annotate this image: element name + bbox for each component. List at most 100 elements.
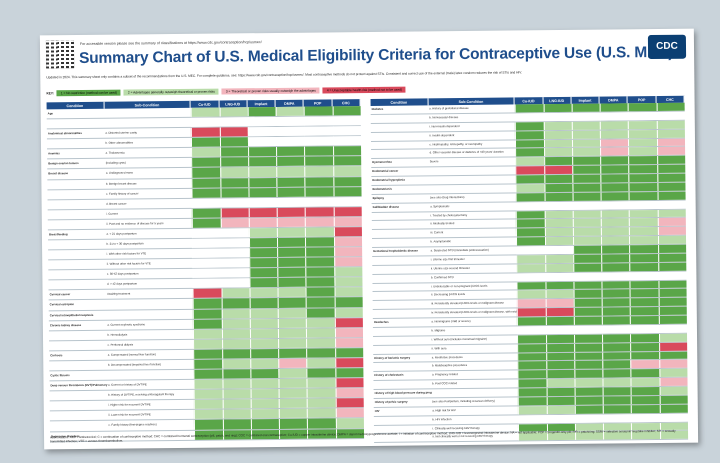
category-cell: [279, 419, 308, 429]
condition-cell: [48, 220, 106, 230]
category-cell: [332, 146, 362, 156]
category-cell: [249, 298, 278, 308]
category-cell: [545, 281, 574, 290]
category-cell: [599, 129, 629, 139]
category-cell: [219, 147, 248, 157]
category-cell: [277, 257, 306, 268]
category-cell: [304, 197, 334, 207]
category-cell: [600, 192, 630, 201]
subcondition-cell: [429, 167, 516, 176]
subcondition-cell: ii. Without other risk factors for VTE: [106, 261, 151, 266]
category-cell: [191, 188, 221, 198]
condition-cell: Diabetes: [371, 106, 384, 111]
condition-cell: [374, 416, 432, 424]
category-cell: [306, 297, 335, 308]
category-cell: [306, 358, 336, 368]
category-cell: [658, 342, 688, 351]
category-cell: [629, 280, 659, 289]
category-cell: [574, 414, 604, 423]
subcondition-cell: [104, 108, 191, 118]
category-cell: [305, 217, 334, 227]
category-cell: [543, 148, 572, 157]
category-cell: [543, 103, 572, 113]
category-cell: [517, 352, 546, 361]
category-cell: [278, 348, 307, 358]
category-cell: [305, 237, 334, 247]
category-cell: [656, 155, 686, 165]
category-cell: [275, 126, 305, 137]
category-cell: [659, 404, 688, 413]
condition-cell: [373, 336, 431, 344]
subcondition-cell: a. Undiagnosed mass: [105, 170, 133, 176]
category-cell: [194, 409, 223, 420]
category-cell: [221, 328, 250, 339]
category-cell: [657, 244, 687, 253]
key-item-1: 1 = No restriction (method can be used): [56, 89, 121, 97]
category-cell: [515, 157, 544, 166]
condition-cell: HIV: [374, 408, 380, 413]
category-cell: [574, 387, 603, 396]
category-cell: [543, 165, 573, 175]
category-cell: [659, 368, 688, 378]
category-cell: [630, 324, 659, 334]
category-cell: [628, 182, 658, 192]
category-cell: [248, 187, 277, 197]
category-cell: [601, 263, 630, 272]
condition-cell: [373, 309, 431, 317]
key-item-2: 2 = Advantages generally outweigh theore…: [123, 88, 219, 96]
category-cell: [659, 386, 688, 395]
subcondition-cell: Awaiting treatment: [107, 291, 131, 297]
category-cell: [515, 192, 545, 202]
category-cell: [191, 198, 221, 208]
category-cell: [656, 120, 685, 129]
category-cell: [277, 267, 306, 278]
category-cell: [544, 245, 574, 255]
category-cell: [304, 116, 333, 126]
category-cell: [657, 262, 687, 271]
subcondition-cell: b. Past COC related: [432, 381, 458, 386]
category-cell: [191, 127, 220, 138]
condition-cell: Headaches: [373, 319, 389, 324]
category-cell: [276, 146, 305, 157]
category-cell: [194, 419, 223, 430]
subcondition-cell: iv. Persistently elevated β-hCG levels o…: [431, 309, 518, 315]
category-cell: [602, 360, 631, 369]
category-cell: [657, 200, 686, 209]
condition-cell: Endometriosis: [372, 186, 392, 191]
category-cell: [277, 308, 307, 318]
category-cell: [544, 272, 574, 281]
category-cell: [544, 192, 573, 201]
category-cell: [546, 396, 575, 405]
cdc-logo: CDC: [647, 34, 687, 60]
category-cell: [602, 325, 631, 334]
subcondition-cell: iii. Current: [430, 230, 444, 235]
category-cell: [602, 378, 631, 387]
category-cell: [193, 329, 222, 339]
category-cell: [572, 165, 601, 174]
category-cell: [658, 289, 687, 298]
category-cell: [602, 369, 631, 378]
category-cell: [220, 248, 250, 258]
condition-cell: [49, 361, 107, 371]
subcondition-cell: i. Treated by cholecystectomy: [430, 212, 468, 217]
category-cell: [545, 370, 575, 379]
category-cell: [546, 378, 575, 388]
category-cell: [305, 257, 334, 267]
key-item-4: 4 = Unacceptable health risk (method not…: [322, 86, 406, 94]
category-cell: [573, 281, 602, 290]
category-cell: [250, 419, 280, 429]
category-cell: [248, 237, 278, 248]
category-cell: [221, 298, 250, 309]
subcondition-cell: c. 30-42 days postpartum: [106, 271, 139, 276]
subcondition-cell: c. Family history (first-degree relative…: [108, 422, 157, 428]
category-cell: [247, 147, 277, 157]
qr-code-icon[interactable]: [45, 40, 75, 69]
accessible-note: For accessible version please see the su…: [79, 40, 262, 47]
category-cell: [572, 218, 602, 228]
condition-cell: [49, 330, 107, 340]
category-cell: [305, 277, 335, 288]
category-cell: [656, 129, 685, 138]
category-cell: [657, 182, 686, 191]
category-cell: [600, 218, 630, 227]
category-cell: [249, 308, 278, 318]
